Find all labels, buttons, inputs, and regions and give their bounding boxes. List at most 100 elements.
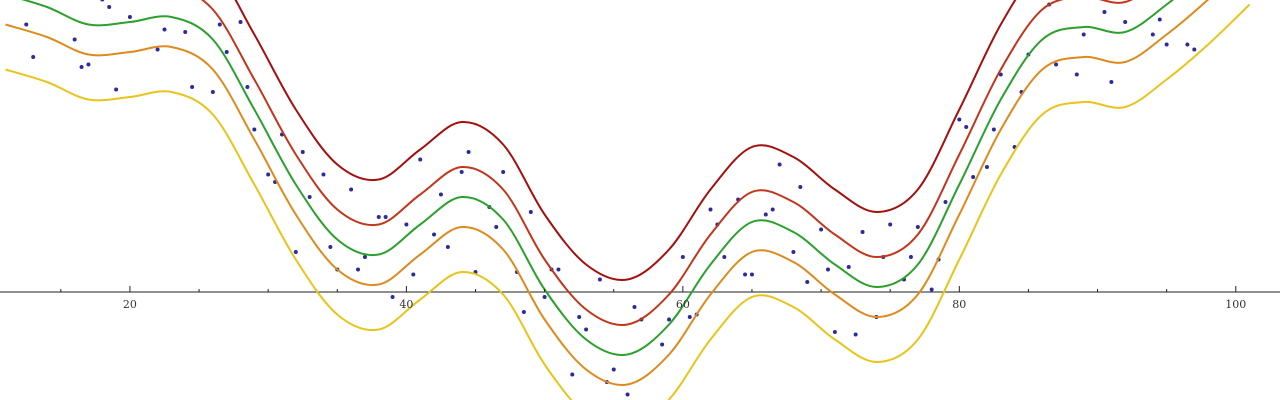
data-point: [660, 342, 665, 347]
data-point: [1192, 47, 1197, 52]
data-point: [1185, 42, 1190, 47]
data-point: [1150, 32, 1155, 37]
data-point: [390, 295, 395, 299]
data-point: [356, 267, 361, 272]
data-point: [445, 245, 450, 249]
data-point: [190, 85, 195, 89]
data-point: [162, 27, 167, 32]
data-point: [964, 125, 969, 129]
data-point: [1109, 80, 1114, 84]
data-point: [943, 200, 948, 204]
data-point: [459, 170, 464, 174]
quantile-curve: [5, 3, 1251, 400]
data-point: [521, 310, 526, 314]
data-point: [24, 22, 29, 27]
data-point: [632, 305, 637, 309]
data-point: [501, 170, 506, 174]
data-point: [438, 192, 443, 197]
data-point: [860, 230, 865, 234]
data-point: [376, 215, 381, 219]
data-point: [383, 215, 388, 219]
data-point: [418, 157, 423, 162]
data-point: [763, 212, 768, 217]
data-point: [770, 207, 775, 212]
data-point: [611, 367, 616, 372]
data-point: [528, 210, 533, 214]
data-point: [321, 172, 326, 177]
quantile-curve: [21, 0, 1175, 357]
data-point: [404, 222, 409, 227]
x-tick-label: 20: [123, 298, 137, 311]
data-point: [749, 272, 754, 277]
data-point: [411, 272, 416, 277]
data-point: [625, 392, 630, 397]
data-point: [114, 87, 119, 92]
data-point: [1102, 10, 1107, 14]
data-point: [908, 255, 913, 259]
data-point: [805, 280, 810, 284]
data-point: [79, 65, 84, 69]
data-point: [155, 47, 160, 52]
data-point: [1074, 72, 1079, 77]
data-point: [1081, 32, 1086, 37]
data-point: [825, 267, 830, 272]
data-point: [210, 90, 215, 94]
data-point: [743, 272, 748, 277]
data-point: [86, 62, 91, 67]
data-point: [1164, 42, 1169, 47]
data-point: [432, 232, 437, 237]
data-point: [798, 185, 803, 189]
x-tick-label: 40: [399, 298, 413, 311]
data-point: [722, 255, 727, 259]
data-point: [494, 225, 499, 229]
data-point: [362, 255, 367, 259]
data-point: [107, 5, 112, 9]
data-point: [1123, 20, 1128, 24]
data-point: [238, 20, 243, 24]
data-point: [846, 265, 851, 269]
data-point: [127, 15, 132, 19]
quantile-curve: [5, 0, 1210, 387]
data-point: [687, 315, 692, 319]
quantile-curve: [200, 0, 1133, 327]
data-point: [328, 245, 333, 249]
data-point: [667, 317, 672, 322]
data-point: [819, 227, 824, 232]
data-point: [349, 187, 354, 192]
data-point: [984, 165, 989, 169]
data-point: [556, 267, 561, 272]
data-point: [597, 277, 602, 282]
quantile-curve: [234, 0, 1017, 282]
data-point: [542, 295, 547, 299]
data-point: [570, 372, 575, 377]
data-point: [680, 255, 685, 259]
data-point: [791, 250, 796, 254]
data-point: [252, 127, 257, 132]
data-point: [971, 175, 976, 179]
data-point: [1157, 17, 1162, 22]
data-point: [183, 30, 188, 34]
x-tick-label: 60: [676, 298, 690, 311]
data-point: [72, 37, 77, 42]
data-point: [915, 225, 920, 229]
data-point: [266, 172, 271, 177]
data-point: [777, 162, 782, 167]
x-tick-label: 100: [1225, 298, 1246, 311]
data-point: [1054, 62, 1059, 67]
data-point: [224, 50, 229, 54]
data-point: [832, 330, 837, 334]
data-point: [708, 207, 713, 212]
data-point: [217, 22, 222, 27]
data-point: [853, 332, 858, 337]
x-tick-label: 80: [952, 298, 966, 311]
data-point: [31, 55, 36, 59]
data-point: [584, 327, 589, 332]
data-point: [888, 222, 893, 227]
data-point: [245, 85, 250, 89]
data-point: [929, 287, 934, 292]
data-point: [100, 0, 105, 2]
data-point: [991, 127, 996, 132]
data-point: [998, 72, 1003, 77]
